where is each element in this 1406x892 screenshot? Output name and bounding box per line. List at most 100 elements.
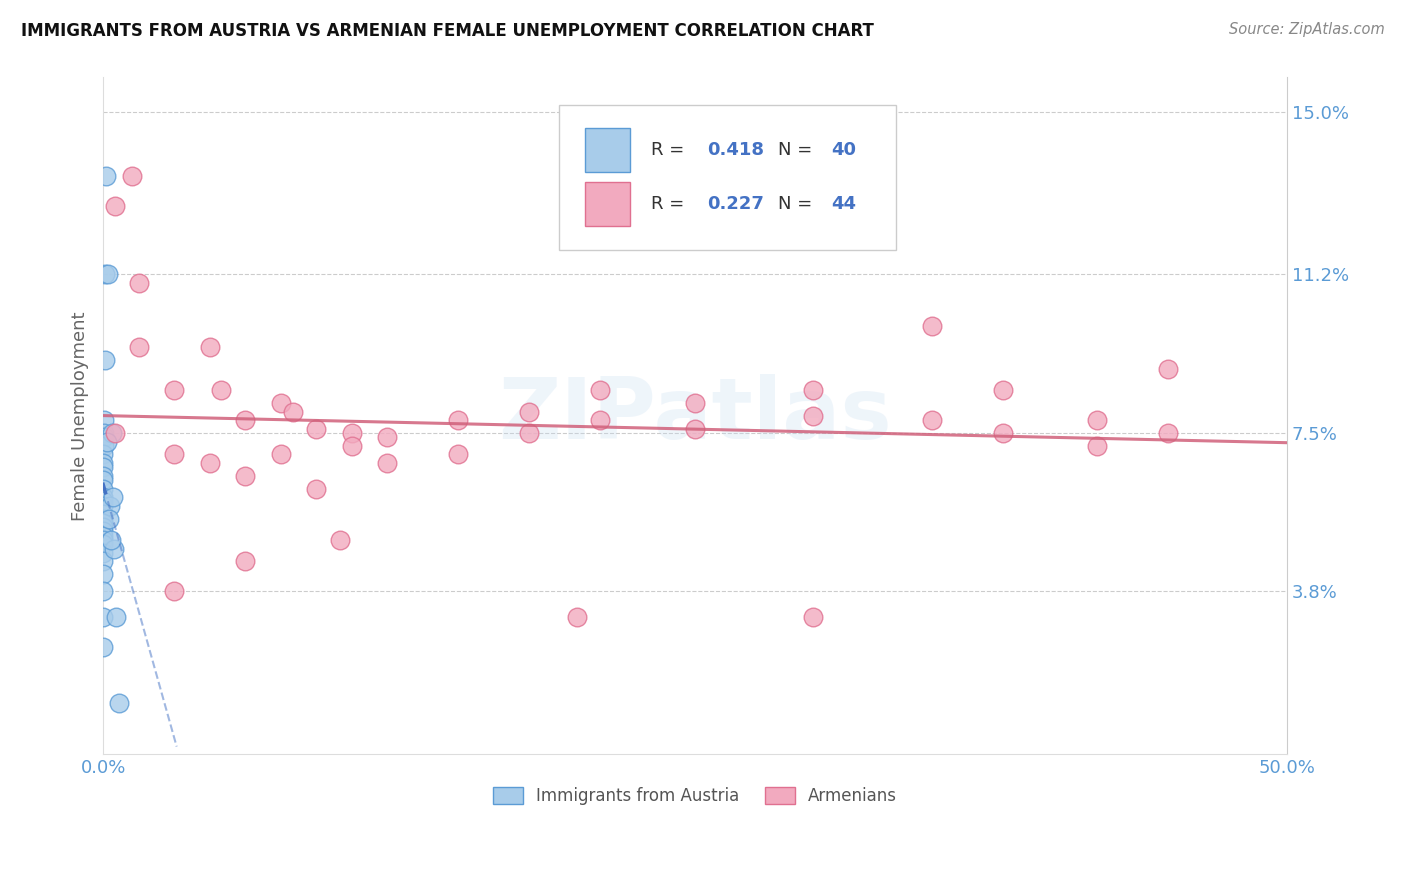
Text: ZIPatlas: ZIPatlas [498, 375, 891, 458]
Point [447, 413, 470, 427]
Point [105, 610, 128, 624]
Point [1087, 439, 1109, 453]
Text: 40: 40 [831, 141, 856, 159]
Point [517, 404, 540, 418]
Point [270, 396, 292, 410]
Point [1157, 425, 1180, 440]
Point [103, 541, 125, 556]
Point [991, 383, 1014, 397]
Point [921, 413, 943, 427]
Point [100, 533, 122, 547]
Point [589, 383, 612, 397]
Point [91, 499, 114, 513]
Point [91, 494, 114, 508]
Text: IMMIGRANTS FROM AUSTRIA VS ARMENIAN FEMALE UNEMPLOYMENT CORRELATION CHART: IMMIGRANTS FROM AUSTRIA VS ARMENIAN FEMA… [21, 22, 875, 40]
Point [447, 447, 470, 461]
FancyBboxPatch shape [585, 182, 630, 227]
Point [93, 460, 115, 475]
Point [683, 422, 706, 436]
Point [589, 413, 612, 427]
Point [801, 383, 824, 397]
Point [281, 404, 304, 418]
Point [96, 434, 118, 449]
Point [921, 318, 943, 333]
Point [329, 533, 352, 547]
Point [98, 499, 121, 513]
Point [163, 447, 186, 461]
Point [233, 413, 256, 427]
Point [94, 353, 117, 368]
Point [91, 546, 114, 560]
Text: N =: N = [778, 141, 818, 159]
Point [93, 490, 115, 504]
Point [94, 169, 117, 183]
Point [801, 610, 824, 624]
Point [91, 516, 114, 530]
Point [305, 422, 328, 436]
Point [91, 554, 114, 568]
Legend: Immigrants from Austria, Armenians: Immigrants from Austria, Armenians [485, 779, 905, 814]
Point [91, 537, 114, 551]
Point [1087, 413, 1109, 427]
Point [91, 529, 114, 543]
Point [1157, 361, 1180, 376]
Point [93, 413, 115, 427]
Point [91, 584, 114, 599]
Point [104, 425, 127, 440]
Text: N =: N = [778, 195, 818, 213]
Point [97, 268, 120, 282]
Text: R =: R = [651, 195, 690, 213]
Point [683, 396, 706, 410]
Point [375, 430, 398, 444]
Point [91, 533, 114, 547]
Point [94, 268, 117, 282]
Point [128, 340, 150, 354]
Point [91, 610, 114, 624]
Text: 0.418: 0.418 [707, 141, 763, 159]
Point [233, 468, 256, 483]
Point [93, 473, 115, 487]
Point [991, 425, 1014, 440]
Text: Source: ZipAtlas.com: Source: ZipAtlas.com [1229, 22, 1385, 37]
Point [211, 383, 233, 397]
Point [104, 199, 127, 213]
Point [565, 610, 588, 624]
Text: 44: 44 [831, 195, 856, 213]
Point [198, 456, 221, 470]
Point [93, 447, 115, 461]
Point [93, 439, 115, 453]
Point [101, 425, 124, 440]
Point [93, 430, 115, 444]
Point [163, 584, 186, 599]
Point [375, 456, 398, 470]
Point [98, 511, 121, 525]
Point [198, 340, 221, 354]
Point [107, 696, 129, 710]
Point [305, 482, 328, 496]
Point [91, 520, 114, 534]
Point [91, 508, 114, 522]
Text: R =: R = [651, 141, 690, 159]
Point [121, 169, 143, 183]
Point [91, 640, 114, 654]
Point [101, 490, 124, 504]
Point [93, 425, 115, 440]
Point [233, 554, 256, 568]
Point [340, 439, 363, 453]
Point [91, 567, 114, 582]
Y-axis label: Female Unemployment: Female Unemployment [72, 311, 89, 521]
Point [93, 482, 115, 496]
FancyBboxPatch shape [558, 104, 896, 250]
FancyBboxPatch shape [585, 128, 630, 172]
Point [93, 468, 115, 483]
Point [163, 383, 186, 397]
Point [93, 456, 115, 470]
Point [801, 409, 824, 423]
Point [517, 425, 540, 440]
Text: 0.227: 0.227 [707, 195, 763, 213]
Point [340, 425, 363, 440]
Point [270, 447, 292, 461]
Point [128, 276, 150, 290]
Point [91, 511, 114, 525]
Point [91, 524, 114, 539]
